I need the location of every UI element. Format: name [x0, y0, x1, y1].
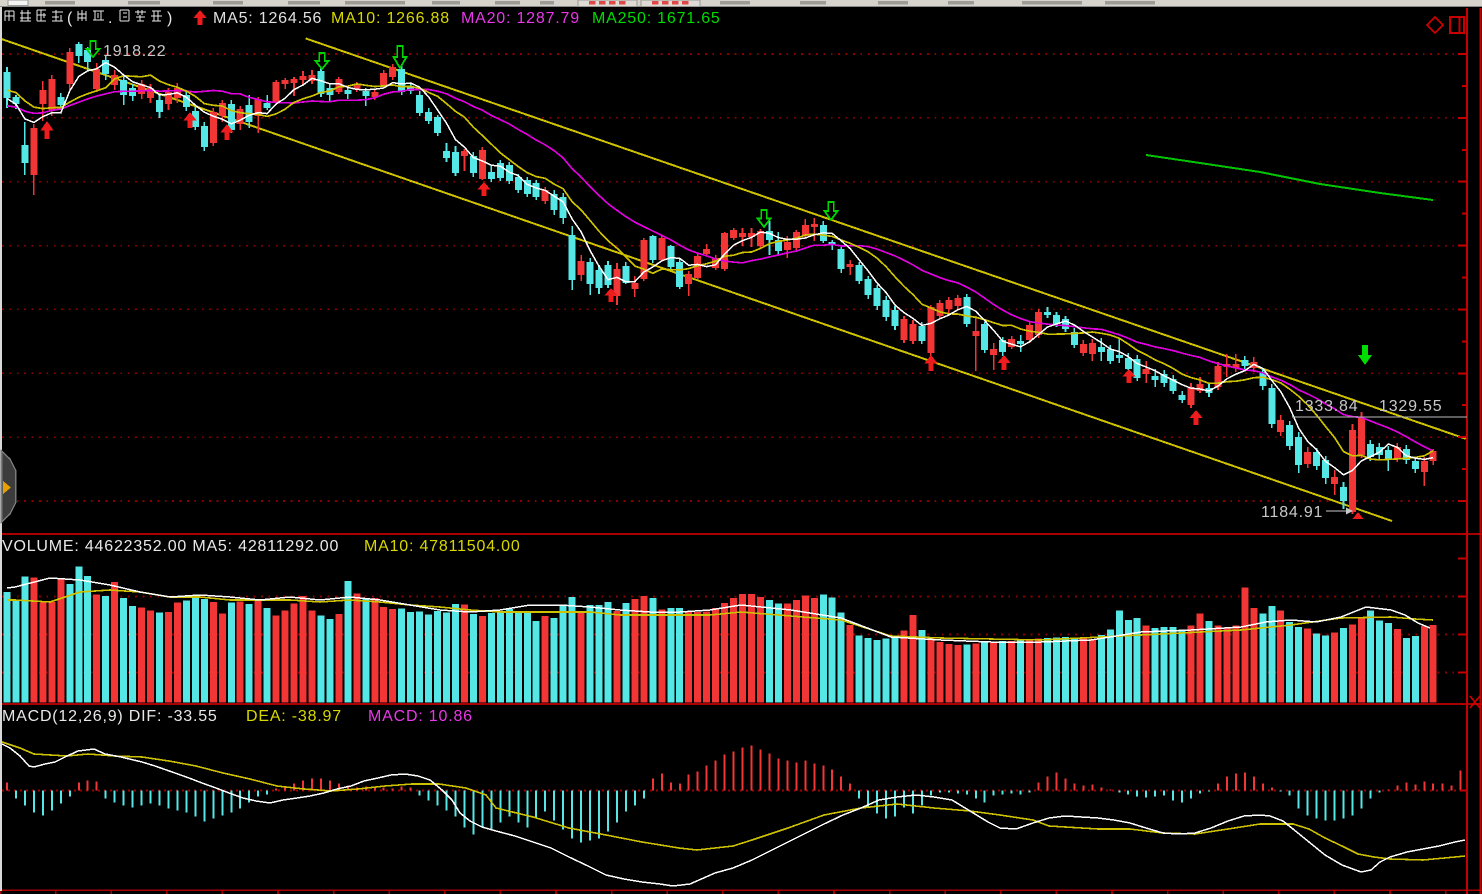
svg-text:MA10: 47811504.00: MA10: 47811504.00: [364, 538, 521, 555]
svg-text:MA20: 1287.79: MA20: 1287.79: [461, 10, 580, 27]
svg-text:MACD: 10.86: MACD: 10.86: [368, 708, 473, 725]
svg-text:1184.91: 1184.91: [1261, 504, 1323, 521]
svg-text:MA5: 1264.56: MA5: 1264.56: [213, 10, 322, 27]
svg-text:(: (: [67, 10, 73, 27]
svg-text:): ): [167, 10, 172, 27]
svg-text:VOLUME: 44622352.00 MA5: 4281: VOLUME: 44622352.00 MA5: 42811292.00: [2, 538, 339, 555]
svg-text:1333.84: 1333.84: [1295, 398, 1358, 415]
svg-text:.: .: [108, 10, 112, 27]
svg-text:MA10: 1266.88: MA10: 1266.88: [331, 10, 450, 27]
svg-text:DEA: -38.97: DEA: -38.97: [246, 708, 342, 725]
svg-text:1329.55: 1329.55: [1379, 398, 1442, 415]
svg-text:MACD(12,26,9) DIF: -33.55: MACD(12,26,9) DIF: -33.55: [2, 708, 218, 725]
svg-text:1918.22: 1918.22: [103, 43, 166, 60]
svg-text:MA250: 1671.65: MA250: 1671.65: [592, 10, 721, 27]
